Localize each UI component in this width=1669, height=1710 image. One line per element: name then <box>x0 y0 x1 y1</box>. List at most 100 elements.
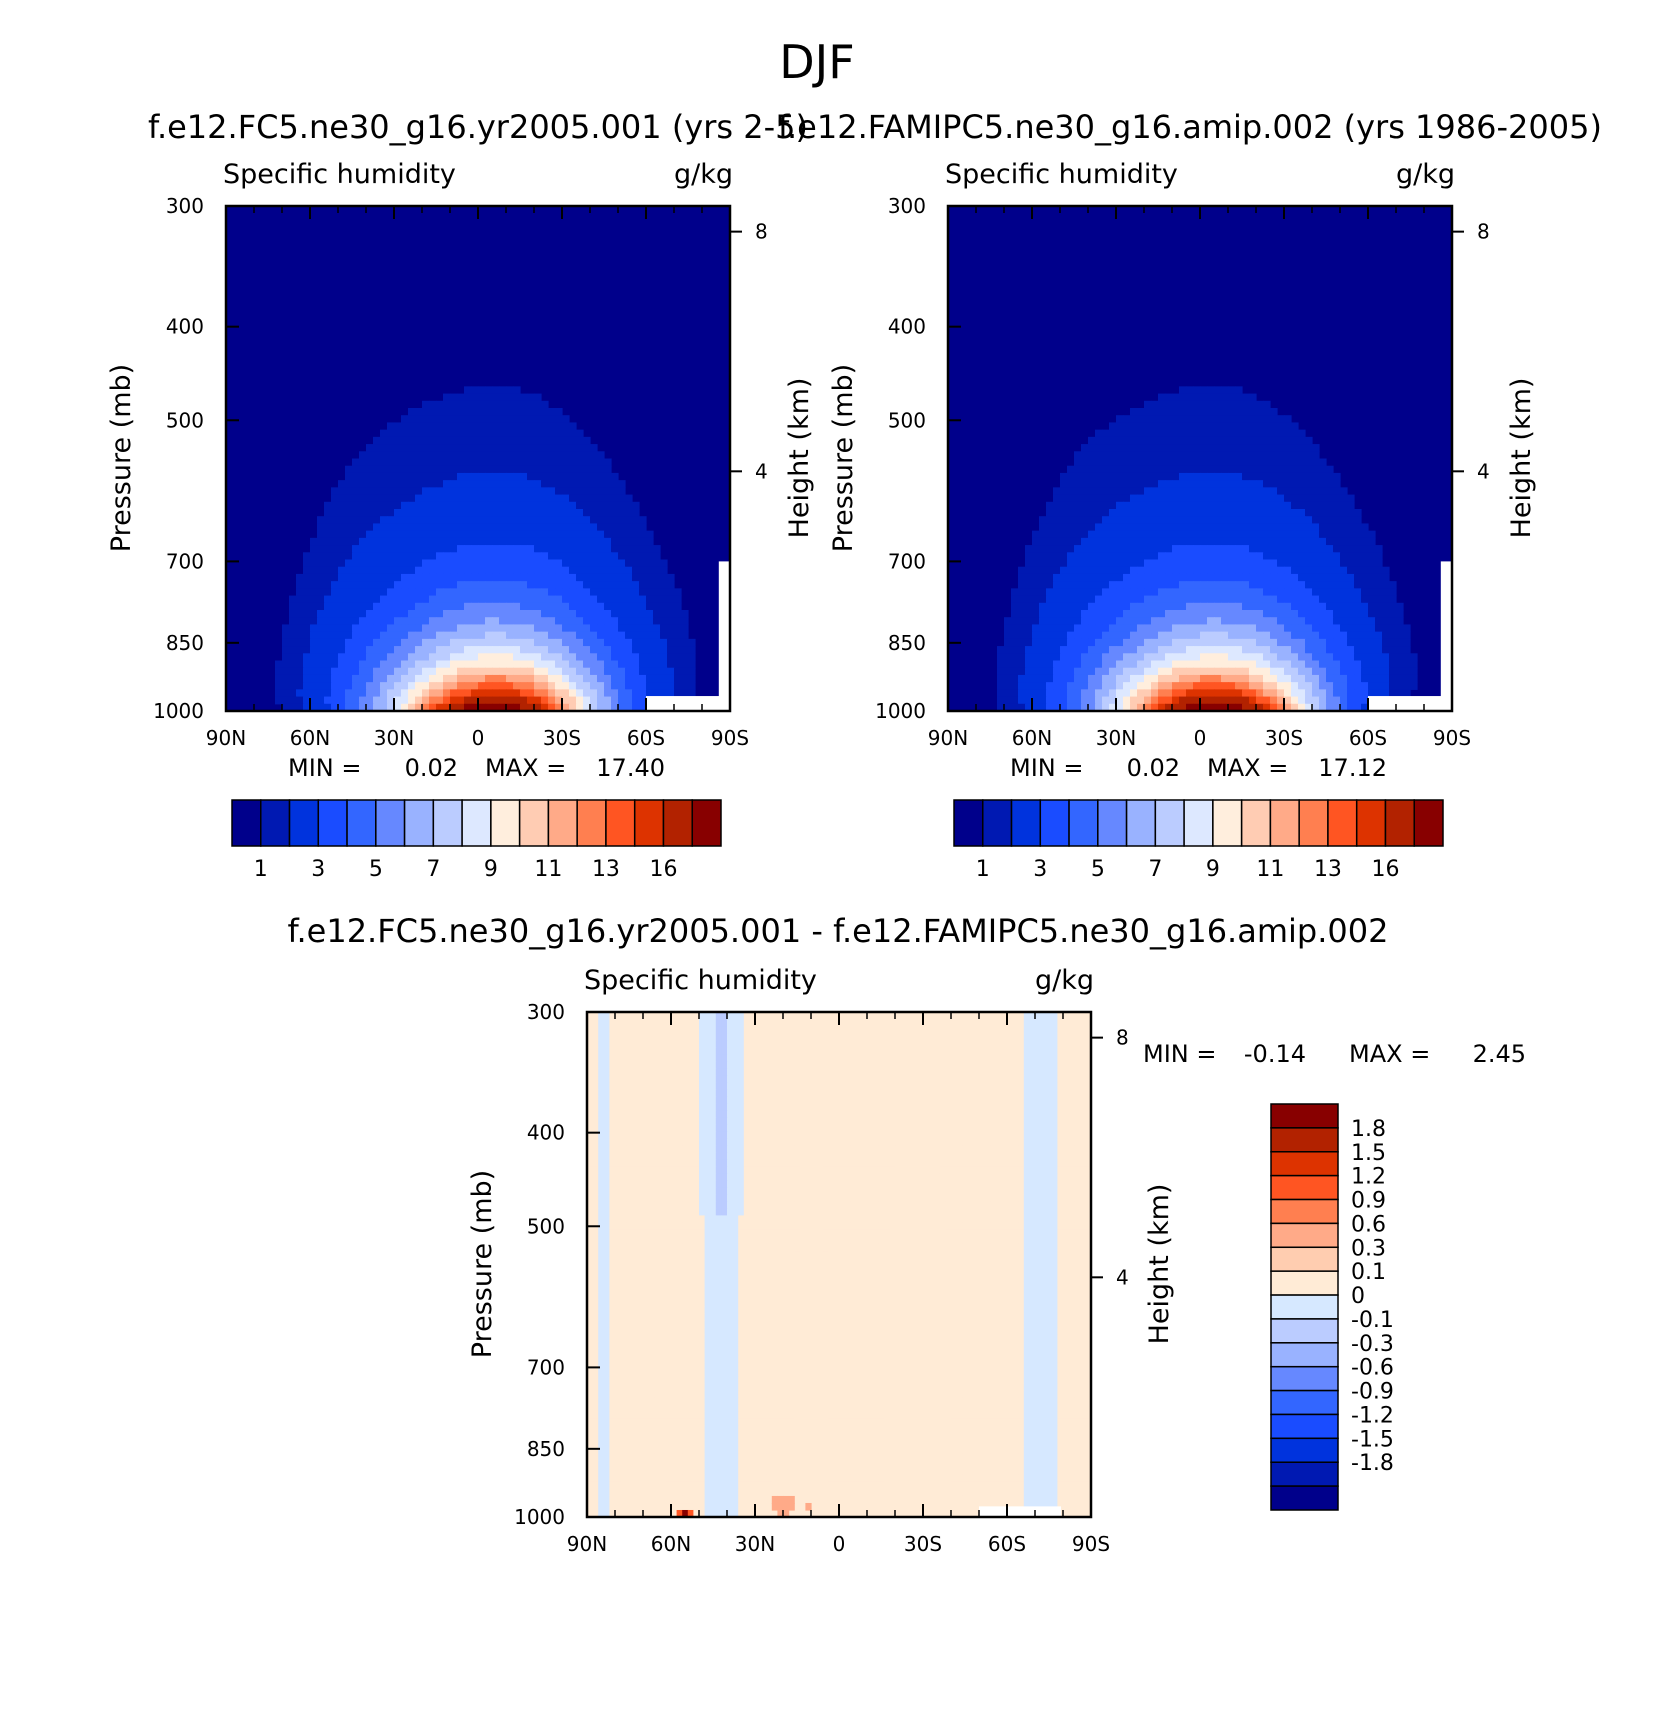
field-cell <box>833 1019 840 1027</box>
field-cell <box>352 638 360 647</box>
field-cell <box>317 530 325 539</box>
field-cell <box>555 689 563 698</box>
max-label: MAX = <box>485 754 566 782</box>
field-cell <box>1158 638 1166 647</box>
field-cell <box>704 1040 711 1048</box>
field-cell <box>436 689 444 698</box>
field-cell <box>855 1019 862 1027</box>
field-cell <box>1284 602 1292 611</box>
field-cell <box>1060 566 1068 575</box>
field-cell <box>1193 667 1201 676</box>
field-cell <box>699 1054 706 1062</box>
y-tick-label: 700 <box>888 549 926 573</box>
field-cell <box>639 689 647 698</box>
field-cell <box>900 1047 907 1055</box>
field-cell <box>1256 523 1264 532</box>
field-cell <box>324 573 332 582</box>
field-cell <box>457 646 465 654</box>
field-cell <box>618 552 626 561</box>
field-cell <box>1228 617 1236 626</box>
field-cell <box>805 1019 812 1027</box>
field-cell <box>380 523 388 532</box>
field-cell <box>1284 588 1292 597</box>
field-cell <box>1165 415 1173 424</box>
field-cell <box>513 429 521 438</box>
field-cell <box>1305 660 1313 669</box>
field-cell <box>562 581 570 589</box>
field-cell <box>1046 653 1054 662</box>
field-cell <box>1144 415 1152 424</box>
field-cell <box>1144 689 1152 698</box>
field-cell <box>615 1047 622 1055</box>
field-cell <box>296 631 304 640</box>
field-cell <box>583 696 591 705</box>
field-cell <box>1235 501 1243 510</box>
field-cell <box>429 573 437 582</box>
field-cell <box>1263 537 1271 546</box>
field-cell <box>1207 545 1215 553</box>
field-cell <box>1158 573 1166 582</box>
field-cell <box>450 566 458 575</box>
field-cell <box>317 602 325 611</box>
field-cell <box>1012 1047 1019 1055</box>
field-cell <box>1410 660 1418 669</box>
field-cell <box>609 1040 616 1048</box>
field-cell <box>464 703 472 711</box>
field-cell <box>541 537 549 546</box>
field-cell <box>457 480 465 488</box>
field-cell <box>555 436 563 445</box>
field-cell <box>1151 458 1159 467</box>
field-cell <box>443 444 451 452</box>
field-cell <box>611 646 619 654</box>
field-cell <box>415 501 423 510</box>
field-cell <box>1305 501 1313 510</box>
field-cell <box>443 566 451 575</box>
field-cell <box>1074 588 1082 597</box>
field-cell <box>1102 588 1110 597</box>
field-cell <box>401 689 409 698</box>
field-cell <box>338 667 346 676</box>
field-cell <box>499 602 507 611</box>
field-cell <box>625 610 633 618</box>
field-cell <box>777 1040 784 1048</box>
field-cell <box>520 444 528 452</box>
field-cell <box>590 624 598 633</box>
field-cell <box>1123 674 1131 683</box>
field-cell <box>889 1047 896 1055</box>
field-cell <box>366 667 374 676</box>
field-cell <box>643 1019 650 1027</box>
field-cell <box>1249 696 1257 705</box>
field-cell <box>1158 436 1166 445</box>
field-cell <box>422 451 430 460</box>
field-cell <box>1102 480 1110 488</box>
field-cell <box>485 451 493 460</box>
field-cell <box>1291 472 1299 481</box>
field-cell <box>1354 703 1362 711</box>
field-cell <box>1263 703 1271 711</box>
field-cell <box>457 545 465 553</box>
field-cell <box>794 1033 801 1041</box>
field-cell <box>1214 472 1222 481</box>
field-cell <box>520 581 528 589</box>
field-cell <box>1403 631 1411 640</box>
field-cell <box>1326 559 1334 568</box>
field-cell <box>1270 444 1278 452</box>
field-cell <box>562 573 570 582</box>
field-cell <box>471 595 479 604</box>
field-cell <box>562 494 570 503</box>
field-cell <box>569 660 577 669</box>
field-cell <box>1340 638 1348 647</box>
field-cell <box>394 559 402 568</box>
field-cell <box>527 617 535 626</box>
field-cell <box>1151 530 1159 539</box>
field-cell <box>478 559 486 568</box>
field-cell <box>1347 624 1355 633</box>
field-cell <box>653 552 661 561</box>
field-cell <box>1221 472 1229 481</box>
field-cell <box>499 415 507 424</box>
field-cell <box>710 1033 717 1041</box>
field-cell <box>951 1033 958 1041</box>
field-cell <box>1116 415 1124 424</box>
field-cell <box>555 559 563 568</box>
field-cell <box>1193 415 1201 424</box>
